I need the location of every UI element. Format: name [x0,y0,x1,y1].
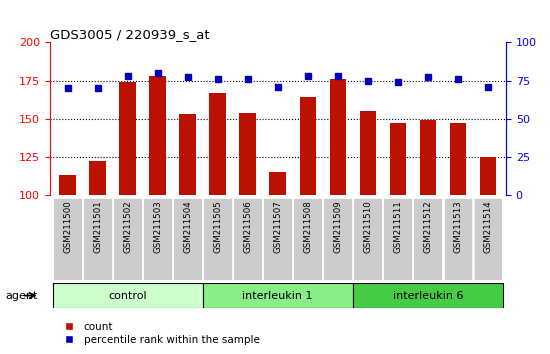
Bar [113,198,142,280]
Text: interleukin 6: interleukin 6 [393,291,463,301]
Text: agent: agent [6,291,38,301]
Bar [173,198,202,280]
Text: GSM211507: GSM211507 [273,201,282,253]
Text: GSM211512: GSM211512 [424,201,432,253]
Bar [474,198,502,280]
Bar [263,198,292,280]
Text: GSM211514: GSM211514 [483,201,492,253]
Bar [89,161,106,195]
Bar [293,198,322,280]
Bar [150,76,166,195]
Bar [329,79,346,195]
Bar [143,198,172,280]
Bar [414,198,442,280]
Text: GSM211504: GSM211504 [183,201,192,253]
Bar [323,198,352,280]
Bar [270,172,286,195]
Bar [119,82,136,195]
Bar [202,283,353,308]
Bar [233,198,262,280]
Text: GSM211511: GSM211511 [393,201,403,253]
Text: GDS3005 / 220939_s_at: GDS3005 / 220939_s_at [50,28,209,41]
Bar [53,198,82,280]
Bar [179,114,196,195]
Bar [52,283,202,308]
Bar [450,123,466,195]
Text: GSM211510: GSM211510 [364,201,372,253]
Text: interleukin 1: interleukin 1 [243,291,313,301]
Bar [420,120,436,195]
Text: GSM211505: GSM211505 [213,201,222,253]
Text: GSM211508: GSM211508 [303,201,312,253]
Bar [204,198,232,280]
Bar [360,111,376,195]
Bar [383,198,412,280]
Bar [210,93,226,195]
Text: GSM211513: GSM211513 [453,201,463,253]
Bar [353,283,503,308]
Bar [389,123,406,195]
Text: GSM211502: GSM211502 [123,201,132,253]
Bar [354,198,382,280]
Text: GSM211506: GSM211506 [243,201,252,253]
Bar [239,113,256,195]
Text: control: control [108,291,147,301]
Text: GSM211503: GSM211503 [153,201,162,253]
Bar [83,198,112,280]
Text: GSM211501: GSM211501 [93,201,102,253]
Bar [480,156,496,195]
Bar [59,175,76,195]
Bar [443,198,472,280]
Bar [300,97,316,195]
Legend: count, percentile rank within the sample: count, percentile rank within the sample [54,317,264,349]
Text: GSM211509: GSM211509 [333,201,342,253]
Text: GSM211500: GSM211500 [63,201,72,253]
